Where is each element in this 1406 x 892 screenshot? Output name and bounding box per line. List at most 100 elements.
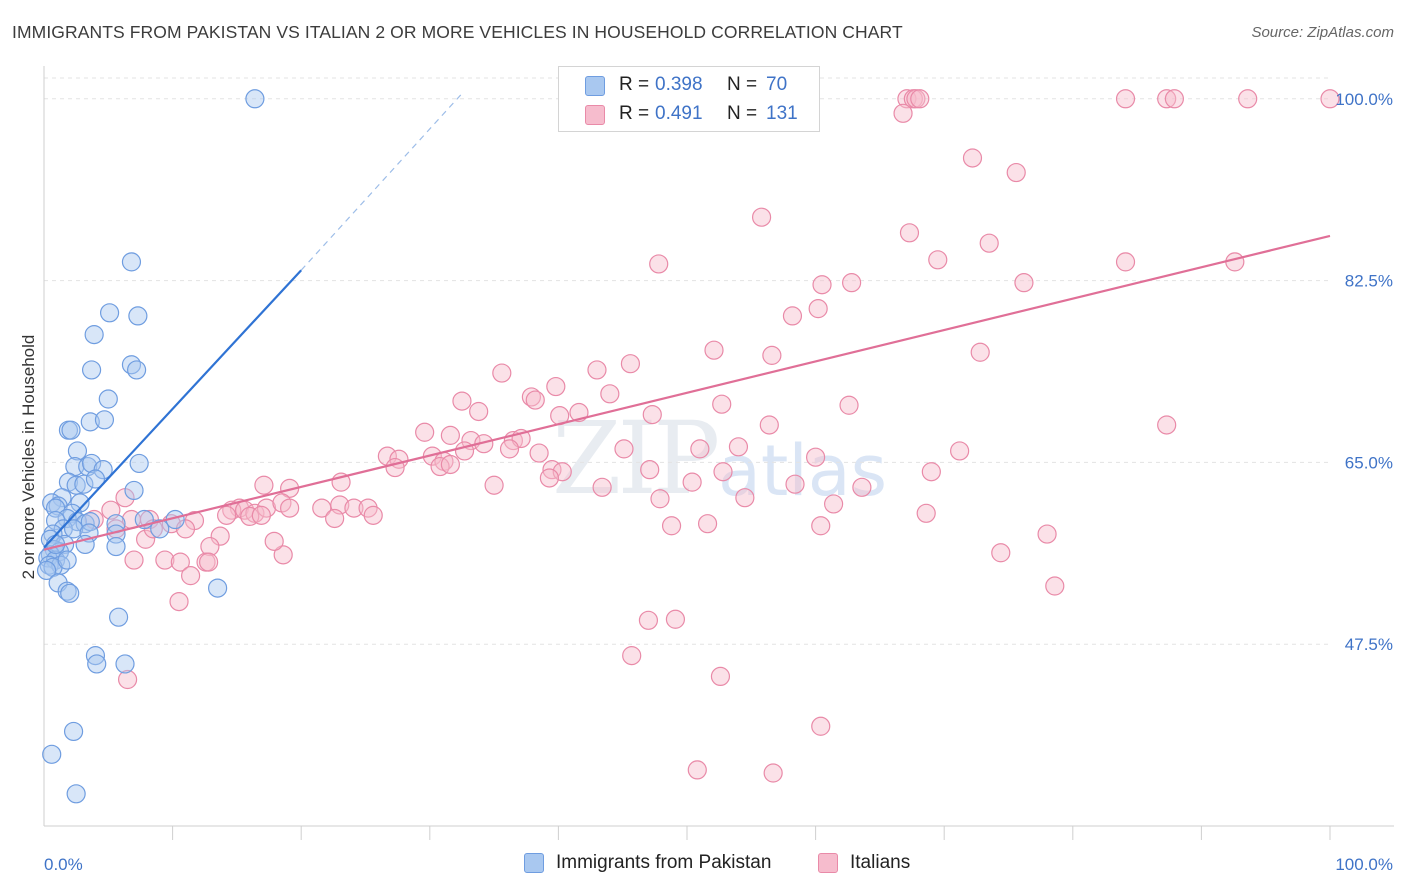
italians-point bbox=[440, 425, 460, 445]
x-tick-label: 100.0% bbox=[1335, 855, 1393, 874]
italians-point bbox=[124, 550, 144, 570]
pakistan-point bbox=[53, 519, 73, 539]
pakistan-point bbox=[245, 89, 265, 109]
italians-point bbox=[1115, 252, 1136, 272]
italians-point bbox=[839, 395, 859, 415]
italians-point bbox=[587, 360, 607, 380]
pakistan-point bbox=[129, 453, 149, 474]
pakistan-point bbox=[87, 654, 107, 674]
italians-point bbox=[852, 477, 872, 497]
pakistan-point bbox=[94, 410, 115, 430]
pakistan-point bbox=[150, 519, 170, 539]
italians-point bbox=[710, 666, 731, 687]
italians-point bbox=[812, 275, 832, 295]
italians-point bbox=[325, 508, 345, 529]
bottom-legend-label-pakistan: Immigrants from Pakistan bbox=[556, 852, 772, 873]
italians-point bbox=[546, 376, 566, 397]
italians-point bbox=[1157, 89, 1177, 109]
pakistan-point bbox=[63, 721, 84, 742]
italians-point bbox=[363, 505, 383, 525]
italians-point bbox=[1225, 252, 1245, 272]
legend-swatch-italians bbox=[585, 105, 605, 125]
italians-point bbox=[759, 415, 779, 435]
italians-point bbox=[492, 363, 512, 383]
italians-point bbox=[687, 760, 707, 780]
italians-point bbox=[991, 543, 1011, 563]
italians-point bbox=[1037, 524, 1057, 544]
italians-point bbox=[264, 531, 284, 551]
correlation-legend: R = 0.398 N = 70 R = 0.491 N = 131 bbox=[558, 66, 820, 132]
pakistan-point bbox=[108, 607, 129, 627]
italians-point bbox=[469, 401, 489, 422]
legend-row-italians: R = 0.491 N = 131 bbox=[559, 100, 819, 130]
trend-lines bbox=[43, 93, 1331, 551]
italians-point bbox=[728, 437, 749, 457]
italians-point bbox=[921, 462, 941, 482]
pakistan-point bbox=[67, 441, 88, 461]
italians-point bbox=[1238, 89, 1258, 109]
italians-point bbox=[529, 443, 549, 463]
pakistan-point bbox=[121, 355, 142, 375]
pakistan-point bbox=[208, 578, 228, 598]
italians-point bbox=[979, 233, 999, 253]
pakistan-point bbox=[98, 389, 118, 409]
pakistan-point bbox=[61, 420, 81, 440]
italians-point bbox=[117, 669, 138, 690]
legend-n-value: 131 bbox=[766, 103, 798, 124]
italians-point bbox=[970, 342, 990, 362]
y-tick-label: 100.0% bbox=[1335, 90, 1393, 109]
italians-point bbox=[254, 475, 274, 495]
italians-point bbox=[751, 207, 772, 227]
pakistan-point bbox=[85, 469, 106, 489]
pakistan-trend-extension bbox=[300, 93, 463, 271]
italians-point bbox=[525, 390, 545, 410]
legend-r-label: R = bbox=[619, 103, 650, 124]
pakistan-point bbox=[115, 654, 135, 674]
italians-point bbox=[638, 610, 659, 630]
italians-point bbox=[1115, 89, 1136, 109]
italians-point bbox=[824, 494, 844, 514]
italians-point bbox=[785, 474, 805, 494]
italians-point bbox=[763, 763, 783, 783]
pakistan-point bbox=[84, 325, 104, 345]
italians-point bbox=[682, 472, 702, 492]
italians-point bbox=[640, 460, 660, 480]
bottom-legend-label-italians: Italians bbox=[850, 852, 911, 873]
italians-point bbox=[910, 89, 930, 109]
italians-point bbox=[600, 384, 620, 404]
italians-point bbox=[217, 505, 237, 525]
italians-point bbox=[735, 488, 755, 508]
x-tick-label: 0.0% bbox=[44, 855, 83, 874]
italians-point bbox=[169, 591, 189, 612]
italians-point bbox=[210, 526, 230, 546]
bottom-legend-swatch-pakistan bbox=[524, 853, 544, 873]
y-tick-label: 47.5% bbox=[1345, 635, 1393, 654]
italians-point bbox=[499, 439, 520, 459]
italians-point bbox=[1014, 273, 1034, 293]
italians-point bbox=[712, 394, 732, 414]
pakistan-point bbox=[106, 536, 126, 557]
italians-point bbox=[928, 250, 948, 270]
legend-n-label: N = bbox=[727, 103, 758, 124]
pakistan-point bbox=[36, 560, 57, 581]
pakistan-point bbox=[57, 581, 77, 601]
italians-point bbox=[899, 223, 920, 243]
source-label: Source: ZipAtlas.com bbox=[1251, 24, 1394, 41]
legend-n-label: N = bbox=[727, 74, 758, 95]
italians-point bbox=[762, 345, 782, 365]
italians-point bbox=[484, 475, 504, 495]
y-tick-label: 65.0% bbox=[1345, 453, 1393, 472]
pakistan-point bbox=[99, 303, 120, 323]
italians-point bbox=[251, 505, 271, 525]
italians-point bbox=[842, 273, 862, 293]
italians-point bbox=[155, 550, 175, 570]
italians-point bbox=[200, 536, 220, 557]
legend-swatch-pakistan bbox=[585, 76, 605, 96]
y-axis-title: 2 or more Vehicles in Household bbox=[19, 335, 38, 580]
italians-trend-line bbox=[43, 234, 1331, 551]
pakistan-trend-line bbox=[43, 269, 303, 549]
pakistan-point bbox=[42, 744, 62, 764]
legend-r-value: 0.491 bbox=[655, 103, 703, 124]
italians-point bbox=[344, 498, 364, 518]
pakistan-point bbox=[81, 453, 102, 474]
